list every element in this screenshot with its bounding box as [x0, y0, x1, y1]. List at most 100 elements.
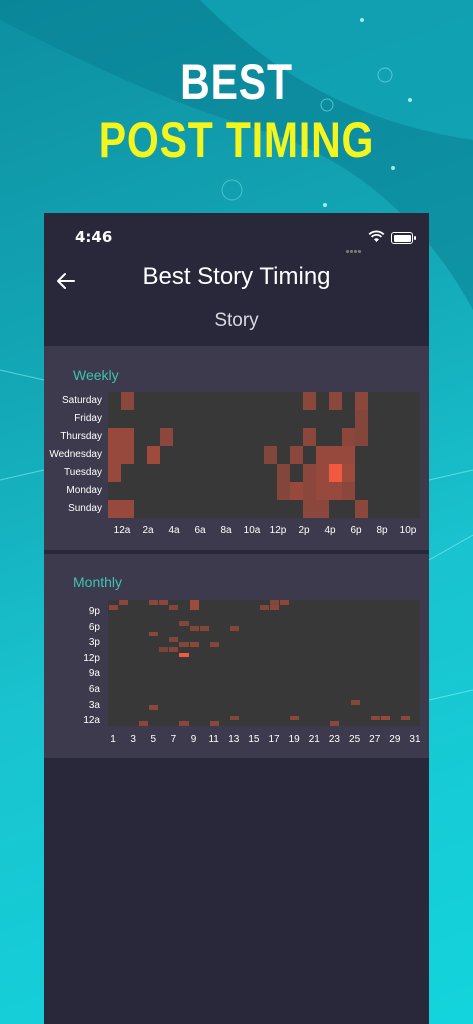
monthly-heat-cell — [169, 636, 179, 642]
monthly-hour-label: 6p — [88, 621, 100, 633]
monthly-day-label: 19 — [288, 734, 300, 745]
weekly-heat-cell — [290, 446, 303, 464]
promo-headline: BEST POST TIMING — [0, 52, 473, 168]
monthly-day-label: 21 — [308, 734, 320, 745]
monthly-heat-cell — [149, 600, 159, 605]
monthly-heat-cell — [169, 647, 179, 652]
weekly-hour-label: 10p — [399, 525, 417, 536]
weekly-heat-cell — [329, 464, 342, 482]
weekly-day-label: Saturday — [61, 395, 102, 406]
weekly-heat-cell — [121, 500, 134, 518]
weekly-heat-cell — [329, 392, 342, 410]
weekly-heat-cell — [264, 446, 277, 464]
weekly-card: Weekly Saturday Friday Thursday Wednesday Tu… — [44, 346, 429, 550]
monthly-heat-cell — [149, 631, 159, 637]
monthly-card: Monthly 9p 6p 3p 12p 9a 6a 3a 12a 1 3 5 7 9 11 13 15 17 1… — [44, 554, 429, 758]
monthly-heat-cell — [189, 626, 199, 631]
weekly-day-label: Wednesday — [49, 449, 102, 460]
cellular-signal-icon — [346, 238, 362, 257]
monthly-heat-cell — [179, 720, 189, 726]
monthly-heat-cell — [259, 605, 270, 610]
promo-line-2: POST TIMING — [98, 112, 375, 168]
weekly-heat-cell — [355, 500, 368, 518]
weekly-heat-cell — [303, 428, 316, 446]
weekly-heat-cell — [329, 482, 342, 500]
back-arrow-icon[interactable] — [54, 269, 78, 293]
monthly-heat-cell — [179, 652, 189, 658]
monthly-heat-cell — [270, 605, 280, 610]
monthly-day-label: 9 — [190, 734, 197, 745]
weekly-hour-label: 6p — [350, 525, 362, 536]
monthly-day-label: 13 — [228, 734, 240, 745]
monthly-day-label: 25 — [349, 734, 361, 745]
weekly-heat-cell — [303, 500, 316, 518]
weekly-heat-cell — [355, 392, 368, 410]
monthly-title: Monthly — [73, 574, 123, 590]
weekly-heat-cell — [342, 446, 355, 464]
monthly-heat-cell — [179, 642, 189, 647]
weekly-heat-cell — [316, 464, 329, 482]
monthly-hour-label: 3p — [88, 637, 100, 649]
weekly-heat-cell — [316, 482, 329, 500]
weekly-heat-cell — [121, 428, 134, 446]
monthly-heat-cell — [370, 715, 380, 721]
weekly-heat-cell — [108, 500, 121, 518]
monthly-heat-cell — [109, 605, 119, 610]
monthly-hour-label: 6a — [88, 684, 100, 695]
weekly-day-label: Monday — [66, 485, 102, 496]
weekly-heat-cell — [290, 482, 303, 500]
weekly-heat-cell — [355, 410, 368, 428]
weekly-heat-cell — [108, 446, 121, 464]
monthly-heat-cell — [209, 720, 219, 726]
monthly-heat-cell — [229, 715, 239, 721]
monthly-day-label: 23 — [328, 734, 340, 745]
weekly-heat-cell — [303, 482, 316, 500]
weekly-heat-cell — [342, 428, 355, 446]
monthly-day-label: 3 — [130, 734, 136, 745]
phone-screen: 4:46 Best Story Timing Story Weekly Satu… — [44, 213, 429, 1024]
wifi-icon — [368, 230, 385, 242]
status-bar: 4:46 — [44, 213, 429, 259]
weekly-hour-label: 8a — [220, 525, 232, 536]
weekly-hour-label: 4a — [168, 525, 180, 536]
monthly-heat-cell — [179, 621, 189, 626]
weekly-heat-cell — [316, 446, 329, 464]
weekly-heat-cell — [303, 392, 316, 410]
monthly-day-label: 11 — [208, 734, 219, 745]
weekly-heat-cell — [121, 392, 134, 410]
page-title: Best Story Timing — [142, 263, 331, 290]
monthly-hour-label: 3a — [88, 699, 100, 711]
weekly-heat-cell — [160, 428, 173, 446]
weekly-heat-cell — [108, 464, 121, 482]
weekly-hour-label: 4p — [324, 525, 336, 536]
weekly-hour-label: 10a — [243, 525, 261, 536]
monthly-day-label: 27 — [369, 734, 381, 745]
monthly-heat-cell — [270, 600, 280, 605]
weekly-heat-cell — [108, 428, 121, 446]
monthly-heat-cell — [149, 705, 159, 710]
monthly-day-label: 7 — [170, 734, 177, 745]
weekly-heat-cell — [355, 428, 368, 446]
monthly-heat-cell — [169, 605, 179, 610]
monthly-heat-cell — [189, 605, 199, 610]
weekly-heat-cell — [329, 446, 342, 464]
monthly-heat-cell — [280, 600, 290, 605]
promo-line-1: BEST — [180, 54, 293, 110]
weekly-heat-cell — [342, 464, 355, 482]
weekly-hour-label: 12p — [269, 525, 287, 536]
monthly-day-label: 1 — [110, 734, 116, 745]
weekly-heat-cell — [147, 446, 160, 464]
weekly-hour-label: 2a — [142, 525, 154, 536]
monthly-heat-cell — [119, 600, 129, 605]
weekly-hour-label: 2p — [298, 525, 310, 536]
battery-icon — [391, 232, 413, 244]
monthly-heat-cell — [159, 647, 169, 652]
monthly-hour-label: 9a — [88, 668, 100, 680]
battery-tip — [414, 236, 416, 240]
monthly-heat-cell — [189, 600, 199, 605]
section-divider — [44, 550, 429, 554]
weekly-hour-label: 6a — [194, 525, 206, 536]
monthly-grid — [108, 600, 420, 726]
status-time: 4:46 — [75, 228, 113, 246]
